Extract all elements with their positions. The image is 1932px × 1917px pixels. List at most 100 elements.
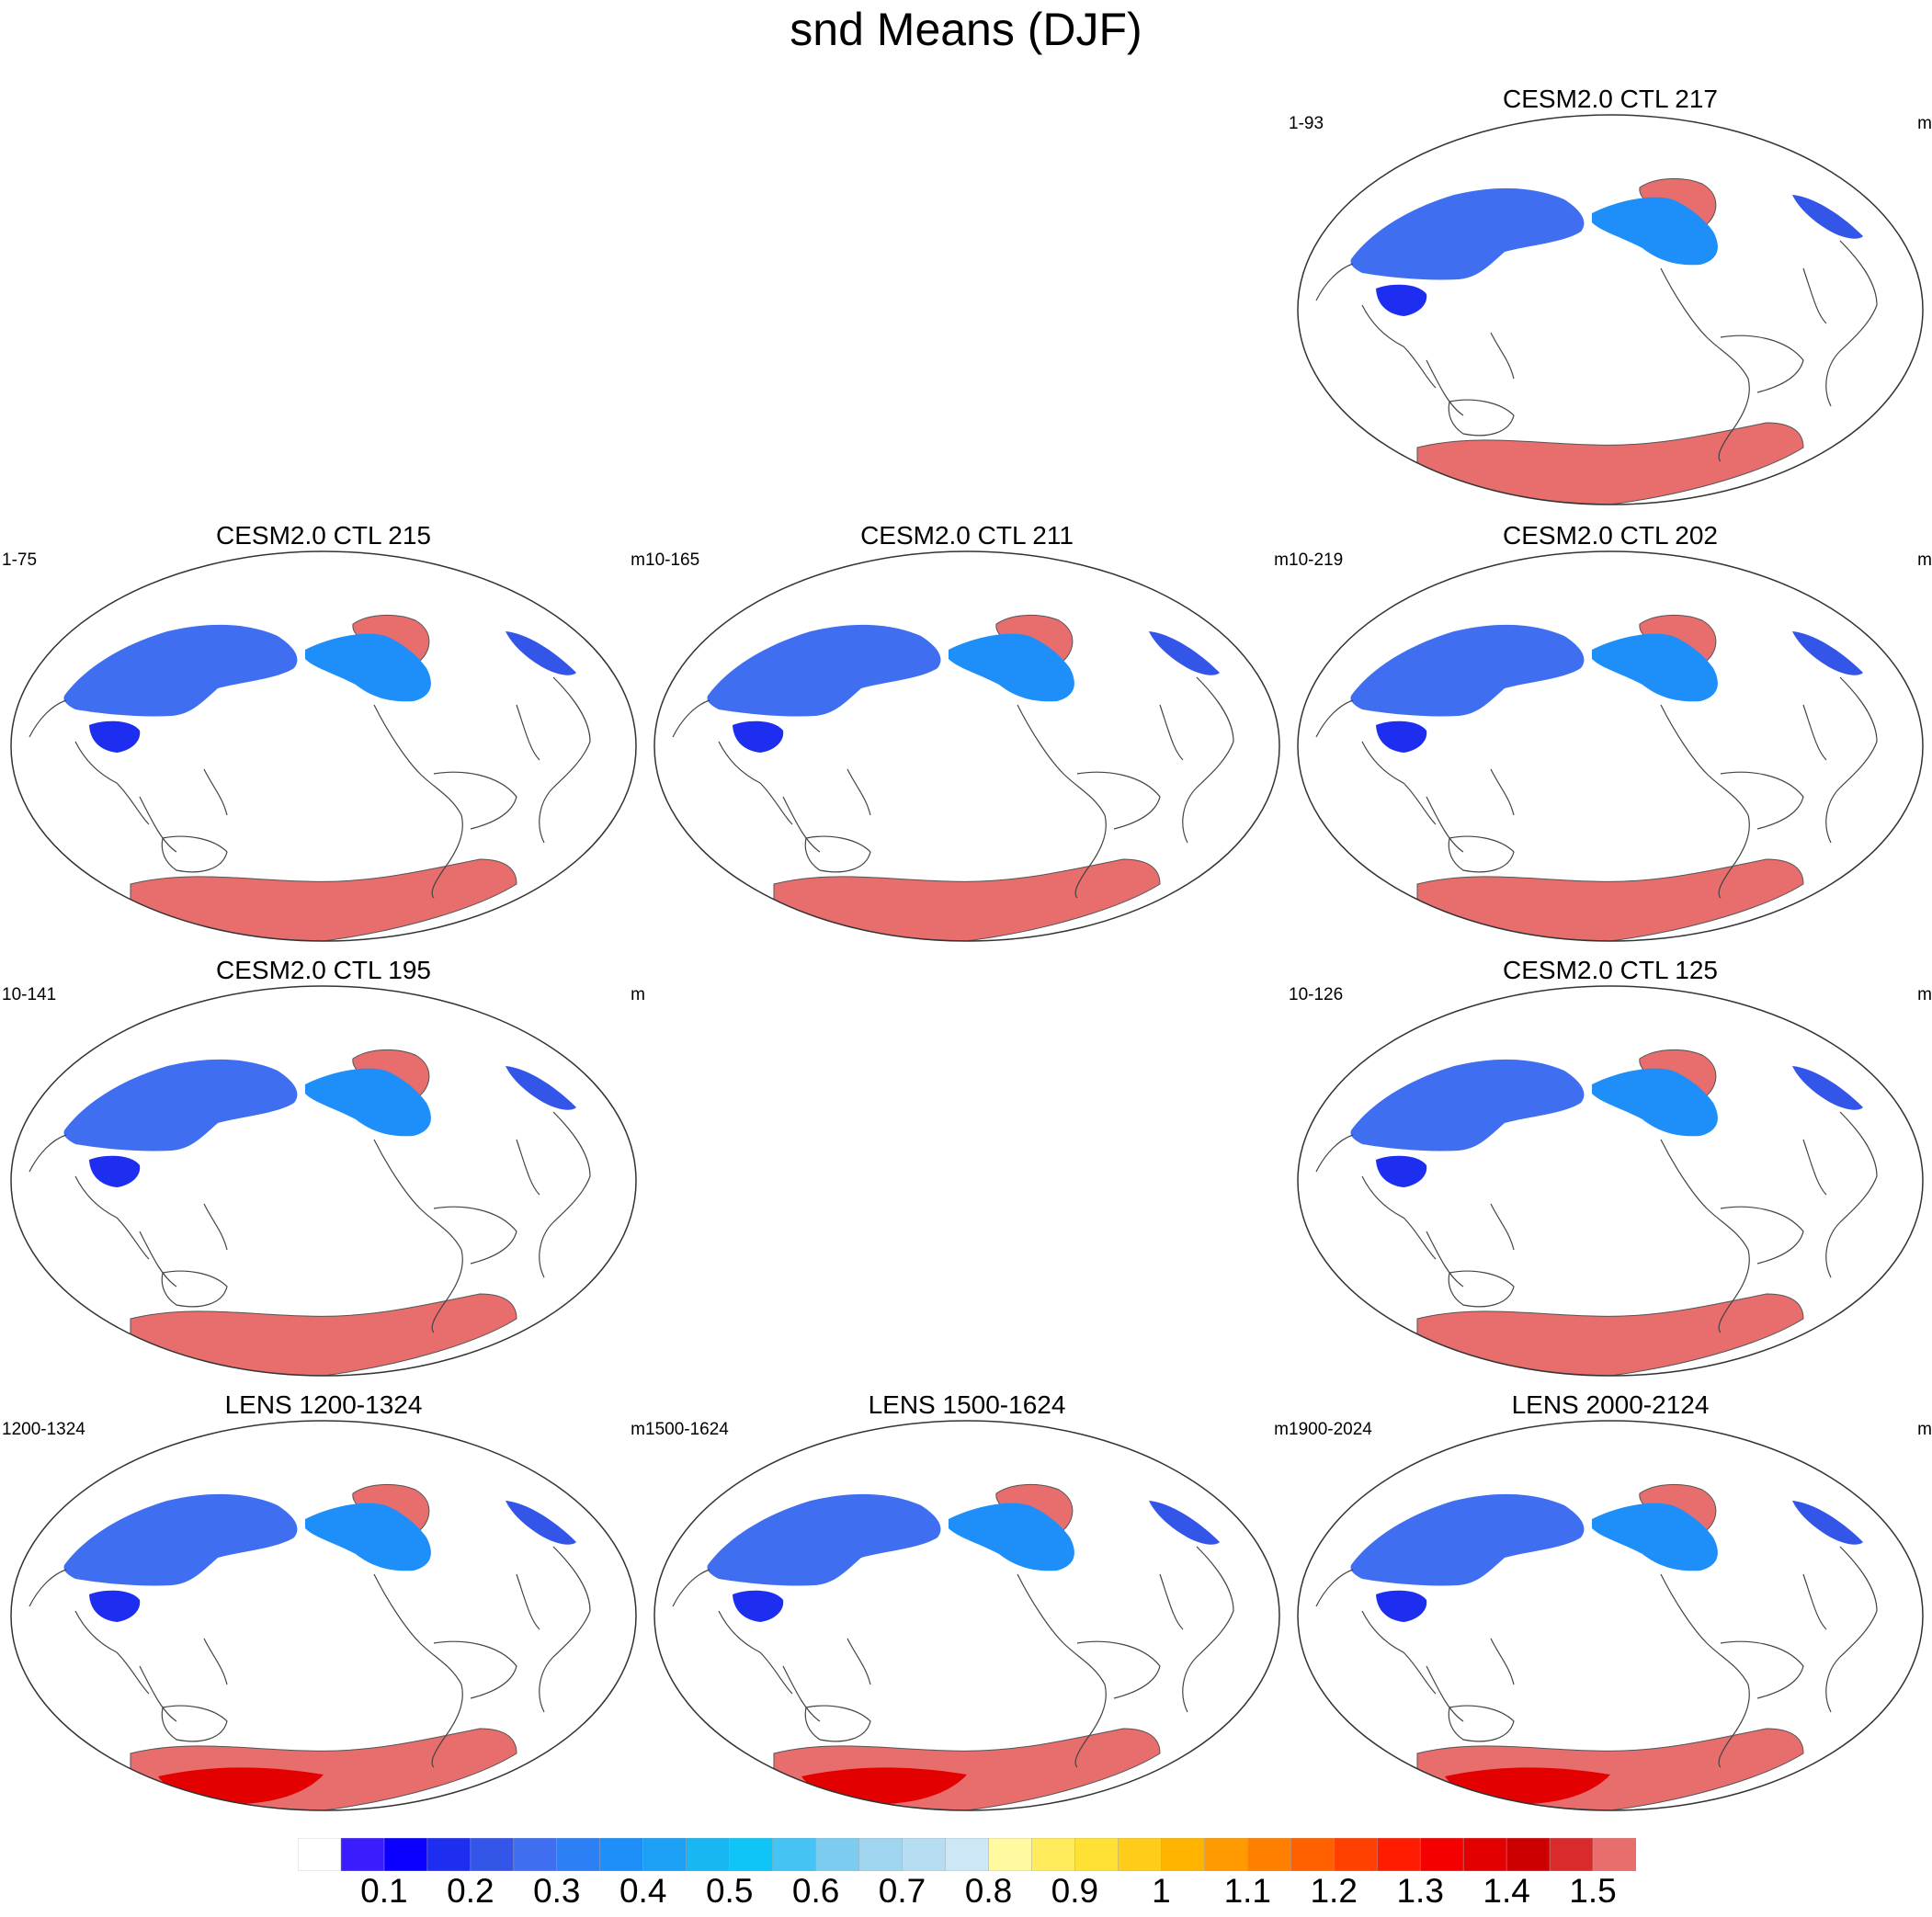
snow-tibet (733, 720, 784, 753)
snow-eurasia (1350, 187, 1585, 280)
colorbar-swatch (1333, 1838, 1378, 1871)
coastline (1825, 1546, 1878, 1713)
snow-eurasia (1350, 624, 1585, 717)
map-layers (672, 614, 1234, 941)
snow-north-america (1592, 197, 1718, 266)
coastline (1825, 240, 1878, 407)
map-content (10, 985, 637, 1377)
snow-depth-map (1297, 985, 1924, 1377)
snow-scandinavia (506, 1066, 576, 1110)
coastline (373, 704, 463, 899)
colorbar-tick-label: 1.2 (1310, 1872, 1358, 1910)
coastline (161, 835, 228, 873)
panel-title: LENS 2000-2124 (1511, 1390, 1710, 1419)
panel-years: 1-75 (2, 550, 38, 570)
colorbar-labels: 0.1 0.2 0.3 0.4 0.5 0.6 0.7 0.8 0.9 1 1.1 1.2 1.3 1.4… (298, 1871, 1636, 1917)
colorbar-swatch (642, 1838, 688, 1871)
map-border (1297, 985, 1924, 1377)
coastline (1660, 1139, 1750, 1333)
snow-north-america (305, 1068, 431, 1137)
coastline (1720, 1206, 1804, 1265)
coastline (804, 835, 871, 873)
map-border (1297, 550, 1924, 942)
panel-years: 10-219 (1289, 550, 1344, 570)
snow-depth-map (10, 550, 637, 942)
panel-units: m (631, 550, 645, 570)
colorbar-tick-label: 1.4 (1483, 1872, 1530, 1910)
coastline (28, 1569, 150, 1695)
map-panel-ctl-211: CESM2.0 CTL 211 10-165 m (645, 521, 1289, 953)
snow-scandinavia (1792, 631, 1863, 675)
coastline (539, 1546, 591, 1713)
coastline (1660, 704, 1750, 899)
coastline (1076, 1640, 1161, 1699)
snow-eurasia (63, 624, 298, 717)
coastline (1076, 771, 1161, 830)
panel-title: CESM2.0 CTL 217 (1503, 85, 1718, 113)
map-border (10, 1420, 637, 1811)
colorbar-swatch (470, 1838, 515, 1871)
map-border (10, 550, 637, 942)
map-layers (672, 1483, 1234, 1810)
snow-scandinavia (506, 1501, 576, 1545)
panel-years: 10-126 (1289, 985, 1344, 1004)
coastline (1426, 1638, 1515, 1722)
coastline (433, 1206, 517, 1265)
map-panel-lens-2000: LENS 2000-2124 1900-2024 m (1289, 1390, 1932, 1822)
panel-units: m (631, 985, 645, 1004)
map-content (1297, 114, 1924, 505)
map-content (653, 1420, 1280, 1811)
map-layers (28, 1483, 591, 1810)
coastline (161, 1270, 228, 1308)
panel-years: 1-93 (1289, 114, 1324, 133)
snow-north-america (1592, 1068, 1718, 1137)
map-panel-ctl-202: CESM2.0 CTL 202 10-219 m (1289, 521, 1932, 953)
panel-years: 1900-2024 (1289, 1420, 1372, 1439)
coastline (1660, 1573, 1750, 1768)
snow-depth-map (1297, 550, 1924, 942)
colorbar-tick-label: 0.6 (791, 1872, 840, 1910)
coastline (1315, 263, 1437, 389)
colorbar-swatch (902, 1838, 947, 1871)
map-content (10, 550, 637, 942)
snow-scandinavia (506, 631, 576, 675)
colorbar (298, 1838, 1636, 1871)
coastline (1017, 704, 1107, 899)
coastline (1802, 267, 1827, 324)
snow-north-america (305, 633, 431, 702)
snow-eurasia (707, 624, 941, 717)
coastline (539, 1111, 591, 1278)
map-layers (1315, 177, 1878, 505)
colorbar-tick-label: 1.3 (1396, 1872, 1444, 1910)
colorbar-swatch (1592, 1838, 1636, 1871)
colorbar-swatch (556, 1838, 601, 1871)
colorbar-swatch (945, 1838, 990, 1871)
coastline (1182, 1546, 1234, 1713)
panel-units: m (1274, 550, 1289, 570)
coastline (373, 1139, 463, 1333)
coastline (804, 1705, 871, 1742)
map-content (1297, 1420, 1924, 1811)
snow-scandinavia (1149, 1501, 1220, 1545)
map-panel-lens-1500: LENS 1500-1624 1500-1624 m (645, 1390, 1289, 1822)
coastline (1159, 704, 1184, 761)
colorbar-swatch (1161, 1838, 1206, 1871)
map-border (1297, 114, 1924, 505)
coastline (433, 1640, 517, 1699)
map-panel-ctl-195: CESM2.0 CTL 195 10-141 m (2, 956, 645, 1388)
colorbar-swatch (298, 1838, 342, 1871)
snow-tibet (1376, 1590, 1427, 1622)
panel-title: LENS 1200-1324 (224, 1390, 423, 1419)
coastline (1720, 771, 1804, 830)
panel-title: CESM2.0 CTL 215 (216, 521, 431, 550)
coastline (139, 1203, 228, 1287)
colorbar-swatch (858, 1838, 903, 1871)
snow-north-america (949, 1503, 1074, 1571)
coastline (516, 1139, 540, 1196)
colorbar-tick-label: 1.1 (1223, 1872, 1272, 1910)
coastline (1426, 1203, 1515, 1287)
coastline (516, 1573, 540, 1630)
snow-tibet (89, 1155, 141, 1187)
snow-tibet (1376, 1155, 1427, 1187)
snow-tibet (1376, 284, 1427, 316)
